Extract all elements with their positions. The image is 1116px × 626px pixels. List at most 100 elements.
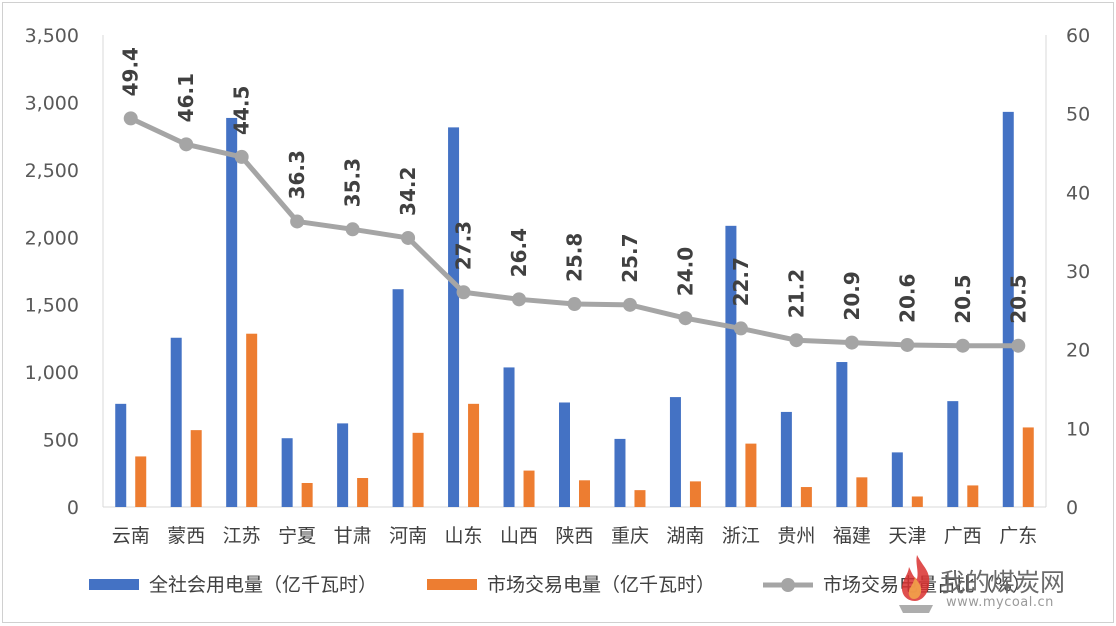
legend-label-total: 全社会用电量（亿千瓦时） [149, 574, 377, 596]
y-left-tick-label: 1,500 [25, 295, 79, 317]
y-left-tick-label: 2,500 [25, 160, 79, 182]
bar-market-trading [523, 470, 535, 507]
data-label: 20.9 [840, 271, 864, 320]
watermark-url: www.mycoal.cn [946, 595, 1054, 610]
data-label: 34.2 [396, 167, 420, 216]
bar-market-trading [190, 430, 202, 507]
line-market-share [129, 116, 1019, 349]
watermark-text: 我的煤炭网 [940, 568, 1066, 597]
x-category-label: 山东 [445, 525, 483, 547]
y-right-tick-label: 20 [1066, 340, 1090, 362]
bar-total-consumption [226, 117, 238, 508]
data-label: 36.3 [285, 150, 309, 199]
bar-market-trading [1022, 427, 1034, 507]
bar-total-consumption [780, 411, 792, 507]
bar-market-trading [634, 490, 646, 507]
data-label: 20.6 [895, 274, 919, 323]
y-left-tick-label: 500 [43, 430, 79, 452]
x-category-label: 河南 [389, 525, 427, 547]
y-left-tick-label: 3,500 [25, 25, 79, 47]
bar-market-trading [412, 432, 424, 507]
legend-swatch-total [89, 579, 139, 590]
y-right-tick-label: 0 [1066, 497, 1078, 519]
line-point [567, 297, 582, 312]
bar-market-trading [911, 496, 923, 507]
bar-total-consumption [170, 337, 182, 507]
data-label: 35.3 [341, 158, 365, 207]
bar-market-trading [468, 403, 480, 507]
data-label: 24.0 [673, 247, 697, 296]
data-label: 46.1 [174, 73, 198, 122]
x-category-label: 宁夏 [278, 525, 316, 547]
bar-total-consumption [1002, 111, 1014, 508]
legend-swatch-market [427, 579, 477, 590]
bar-total-consumption [448, 127, 460, 508]
data-label: 22.7 [729, 257, 753, 306]
line-point [401, 230, 416, 245]
x-category-label: 江苏 [223, 525, 261, 547]
bar-market-trading [357, 478, 369, 507]
x-category-label: 天津 [888, 525, 926, 547]
line-point [456, 285, 471, 300]
bar-market-trading [689, 481, 701, 507]
y-right-tick-label: 60 [1066, 25, 1090, 47]
bar-total-consumption [947, 401, 959, 507]
flame-logo-icon [893, 553, 939, 615]
data-label: 25.8 [563, 233, 587, 282]
data-label: 27.3 [452, 221, 476, 270]
x-category-label: 广西 [944, 525, 982, 547]
y-right-tick-label: 30 [1066, 261, 1090, 283]
data-label: 26.4 [507, 228, 531, 277]
bar-total-consumption [337, 423, 349, 507]
y-left-tick-label: 3,000 [25, 92, 79, 114]
bar-market-trading [967, 485, 979, 507]
y-left-tick-label: 0 [67, 497, 79, 519]
x-category-label: 贵州 [777, 525, 815, 547]
line-point [955, 338, 970, 353]
data-label: 44.5 [230, 86, 254, 135]
x-category-label: 甘肃 [334, 525, 372, 547]
y-right-tick-label: 10 [1066, 418, 1090, 440]
y-left-tick-label: 1,000 [25, 362, 79, 384]
x-category-label: 重庆 [611, 525, 649, 547]
line-point [733, 321, 748, 336]
line-point [844, 335, 859, 350]
x-category-label: 蒙西 [167, 525, 205, 547]
bar-total-consumption [503, 367, 515, 507]
line-point [1011, 338, 1026, 353]
y-left-tick-label: 2,000 [25, 227, 79, 249]
bar-total-consumption [559, 402, 570, 507]
bar-total-consumption [836, 362, 848, 507]
bar-market-trading [800, 487, 812, 507]
x-category-label: 湖南 [666, 525, 704, 547]
bar-total-consumption [669, 397, 681, 507]
bar-market-trading [745, 443, 757, 507]
bar-total-consumption [614, 438, 626, 507]
line-point [512, 292, 527, 307]
bar-total-consumption [115, 403, 127, 507]
line-point [123, 111, 138, 126]
bar-market-trading [856, 477, 868, 507]
combo-chart: 0 500 1,000 1,500 2,000 2,500 3,000 3,500 0 10 20 3… [25, 25, 1091, 596]
bar-market-trading [301, 482, 313, 507]
bar-market-trading [135, 456, 147, 507]
x-category-label: 云南 [112, 525, 150, 547]
data-label: 25.7 [618, 233, 642, 282]
bar-total-consumption [281, 438, 293, 507]
line-point [900, 337, 915, 352]
legend-swatch-point [781, 578, 795, 592]
legend-label-market: 市场交易电量（亿千瓦时） [487, 574, 715, 596]
x-category-label: 浙江 [722, 525, 760, 547]
data-label: 20.5 [1006, 274, 1030, 323]
data-label: 20.5 [951, 274, 975, 323]
data-label: 49.4 [119, 47, 143, 96]
bar-total-consumption [891, 452, 903, 507]
line-point [290, 214, 305, 229]
line-point [678, 311, 693, 326]
line-point [234, 149, 249, 164]
line-point [789, 333, 804, 348]
bar-market-trading [579, 480, 590, 507]
x-category-label: 山西 [500, 525, 538, 547]
x-category-label: 广东 [999, 525, 1037, 547]
